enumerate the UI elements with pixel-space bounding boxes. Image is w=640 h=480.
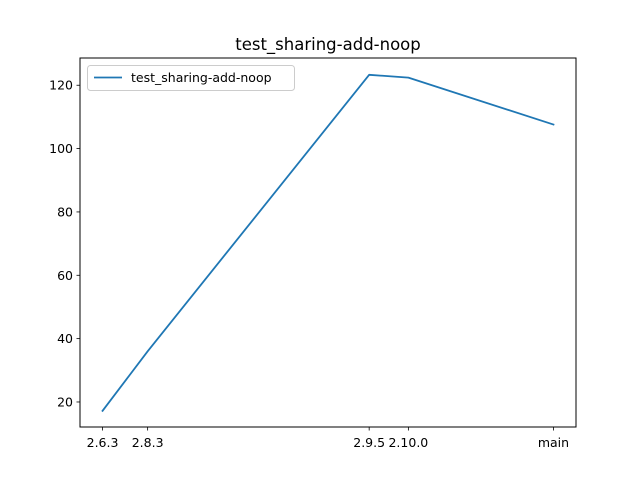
y-tick-label: 120 — [49, 78, 73, 93]
x-tick-label: main — [538, 435, 569, 450]
x-tick-label: 2.8.3 — [132, 435, 164, 450]
y-tick-label: 20 — [57, 394, 73, 409]
y-tick-label: 80 — [57, 204, 73, 219]
x-axis: 2.6.3 2.8.3 2.9.5 2.10.0 main — [87, 427, 569, 450]
legend-box — [87, 65, 295, 91]
plot-frame — [79, 57, 577, 428]
chart-title: test_sharing-add-noop — [235, 35, 421, 55]
y-axis: 20 40 60 80 100 120 — [49, 78, 80, 409]
x-tick-label: 2.6.3 — [87, 435, 119, 450]
x-tick-label: 2.9.5 — [353, 435, 385, 450]
y-tick-label: 40 — [57, 331, 73, 346]
y-tick-label: 60 — [57, 268, 73, 283]
series-layer — [101, 73, 555, 413]
x-tick-label: 2.10.0 — [388, 435, 428, 450]
y-tick-label: 100 — [49, 141, 73, 156]
legend: test_sharing-add-noop — [87, 65, 295, 91]
series-line — [101, 73, 555, 413]
legend-label: test_sharing-add-noop — [131, 70, 272, 85]
